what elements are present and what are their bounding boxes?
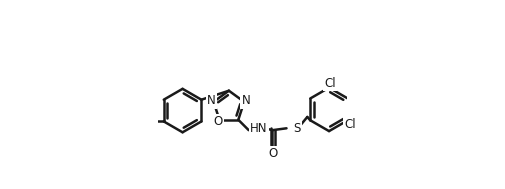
Text: O: O (214, 115, 223, 128)
Text: Cl: Cl (324, 77, 336, 90)
Text: S: S (293, 122, 300, 135)
Text: HN: HN (250, 122, 268, 135)
Text: N: N (242, 94, 250, 107)
Text: N: N (208, 94, 216, 107)
Text: Cl: Cl (344, 118, 356, 131)
Text: O: O (269, 147, 278, 160)
